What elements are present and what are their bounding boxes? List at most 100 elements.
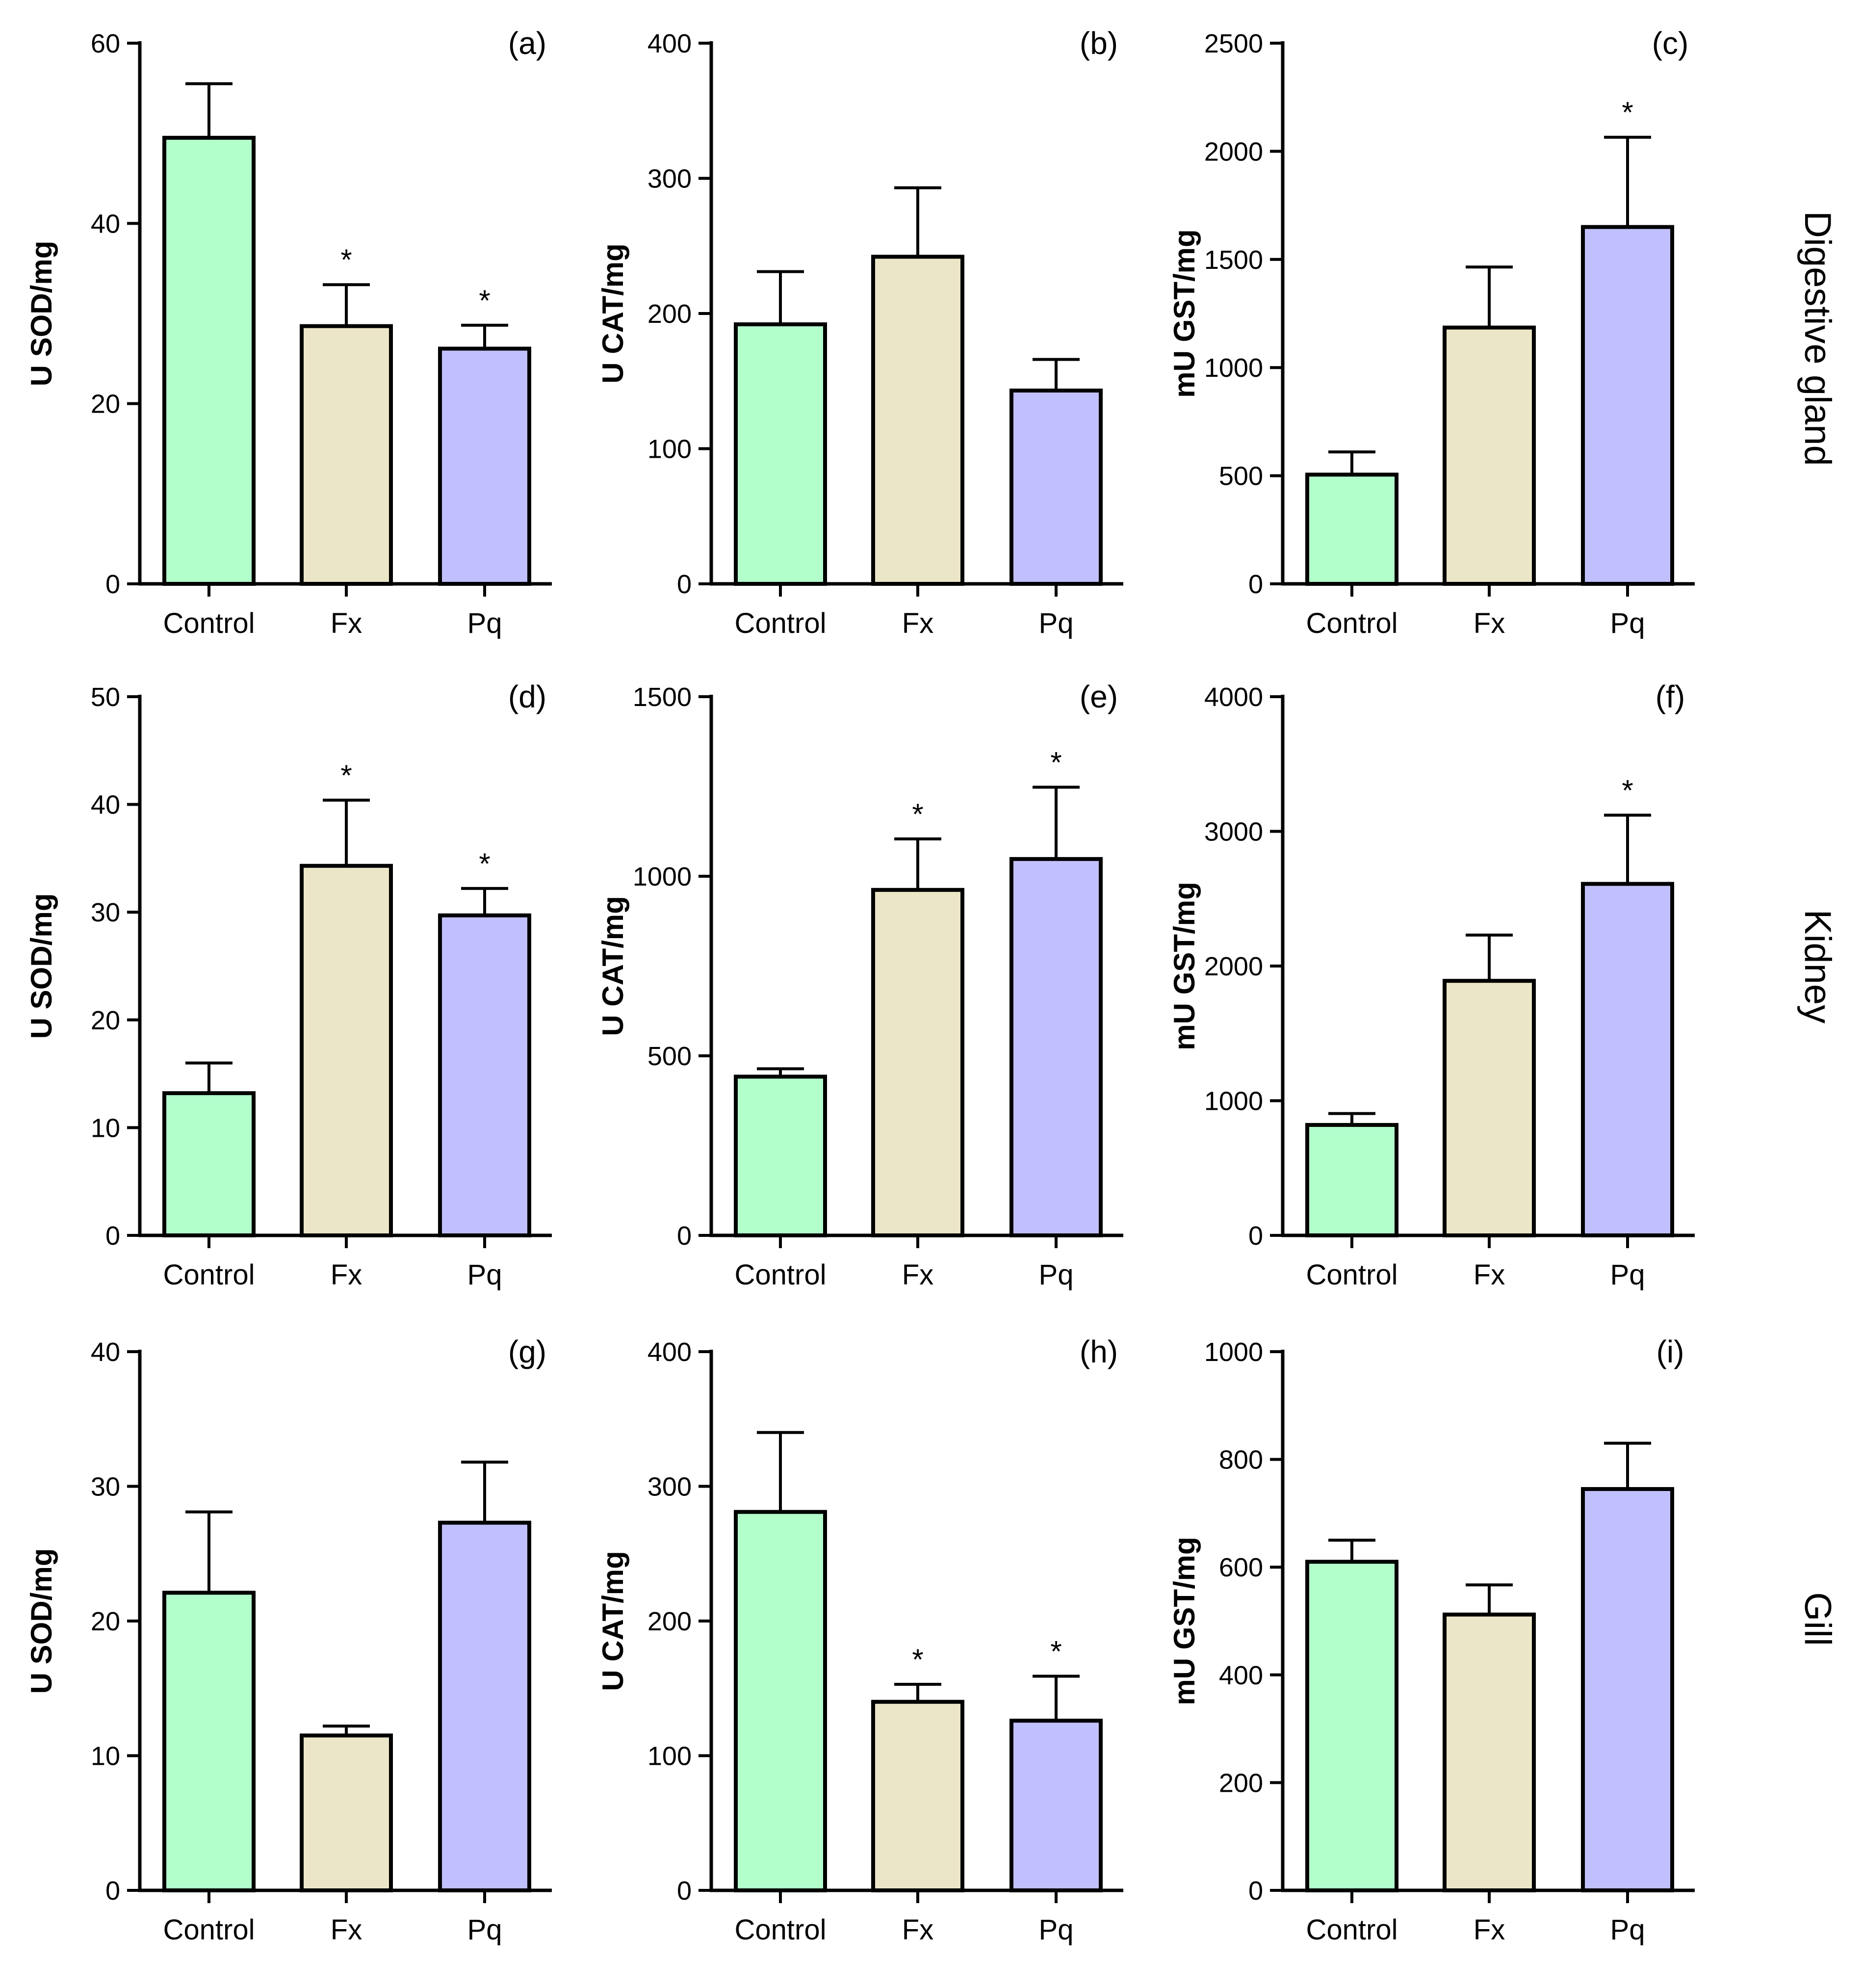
category-label: Pq xyxy=(1610,1259,1645,1291)
category-label: Pq xyxy=(1039,607,1074,639)
bar-control xyxy=(734,1074,827,1238)
y-axis-title: U CAT/mg xyxy=(596,243,629,384)
y-tick-label: 40 xyxy=(91,209,120,238)
panel-label: (d) xyxy=(508,679,546,714)
y-tick-label: 0 xyxy=(677,1876,692,1906)
bar-pq xyxy=(438,346,531,586)
panel-label: (g) xyxy=(508,1334,546,1369)
category-label: Control xyxy=(163,1914,255,1946)
y-tick-label: 1500 xyxy=(633,682,692,712)
y-tick-label: 3000 xyxy=(1204,817,1263,847)
significance-star: * xyxy=(340,243,352,276)
significance-star: * xyxy=(479,284,490,317)
y-tick-label: 2000 xyxy=(1204,137,1263,166)
bar-control xyxy=(1305,1123,1398,1237)
bar-pq xyxy=(1009,1719,1103,1892)
y-tick-label: 4000 xyxy=(1204,682,1263,712)
y-tick-label: 300 xyxy=(647,1472,692,1502)
y-tick-label: 60 xyxy=(91,29,120,58)
significance-star: * xyxy=(1050,1635,1061,1668)
y-tick-label: 40 xyxy=(91,790,120,820)
category-label: Control xyxy=(735,607,827,639)
category-label: Fx xyxy=(331,1914,362,1946)
significance-star: * xyxy=(912,798,923,831)
y-tick-label: 100 xyxy=(647,1742,692,1771)
bar-pq xyxy=(1581,882,1674,1238)
category-label: Pq xyxy=(1610,607,1645,639)
panel-label: (e) xyxy=(1080,679,1118,714)
y-tick-label: 200 xyxy=(647,1607,692,1636)
panel-c: 0 500 1000 1500 2000 2500 Control Fx Pq * mU GST/m… xyxy=(1168,26,1695,639)
category-label: Pq xyxy=(1039,1914,1074,1946)
panel-a: 0 20 40 60 Control Fx * Pq * U SOD/mg (a) xyxy=(25,26,552,639)
category-label: Pq xyxy=(467,607,502,639)
category-label: Pq xyxy=(1039,1259,1074,1291)
y-tick-label: 400 xyxy=(1219,1661,1263,1690)
bar-fx xyxy=(871,1700,964,1892)
panel-label: (h) xyxy=(1080,1334,1118,1369)
category-label: Control xyxy=(1306,1259,1398,1291)
category-label: Control xyxy=(163,1259,255,1291)
panel-b: 0 100 200 300 400 Control Fx Pq U CAT/mg (b) xyxy=(596,26,1123,639)
y-tick-label: 0 xyxy=(677,570,692,599)
y-tick-label: 40 xyxy=(91,1337,120,1367)
row-label: Kidney xyxy=(1797,910,1838,1023)
category-label: Fx xyxy=(331,1259,362,1291)
y-axis-title: U SOD/mg xyxy=(25,241,58,387)
bar-pq xyxy=(1009,389,1103,586)
y-tick-label: 2500 xyxy=(1204,29,1263,58)
bar-control xyxy=(1305,1560,1398,1892)
y-tick-label: 300 xyxy=(647,164,692,194)
bar-pq xyxy=(438,913,531,1237)
y-axis-title: U SOD/mg xyxy=(25,1548,58,1694)
category-label: Fx xyxy=(1474,1259,1505,1291)
y-axis-title: mU GST/mg xyxy=(1168,882,1201,1050)
category-label: Fx xyxy=(1474,607,1505,639)
bar-fx xyxy=(300,1733,393,1892)
y-tick-label: 200 xyxy=(647,299,692,329)
bar-control xyxy=(734,322,827,586)
y-tick-label: 0 xyxy=(105,1876,120,1906)
y-tick-label: 0 xyxy=(677,1221,692,1251)
y-axis-title: mU GST/mg xyxy=(1168,229,1201,397)
panel-f: 0 1000 2000 3000 4000 Control Fx Pq * mU GST/mg (f… xyxy=(1168,679,1695,1291)
panel-label: (a) xyxy=(508,26,546,61)
category-label: Pq xyxy=(467,1914,502,1946)
y-tick-label: 20 xyxy=(91,1607,120,1636)
bar-fx xyxy=(1443,325,1536,586)
panel-d: 0 10 20 30 40 50 Control Fx * Pq * U SOD/mg (d) xyxy=(25,679,552,1291)
row-label: Digestive gland xyxy=(1797,211,1838,466)
bar-control xyxy=(162,1591,256,1892)
category-label: Pq xyxy=(467,1259,502,1291)
category-label: Fx xyxy=(331,607,362,639)
y-tick-label: 1000 xyxy=(1204,1087,1263,1116)
bar-pq xyxy=(438,1520,531,1892)
category-label: Control xyxy=(1306,607,1398,639)
category-label: Fx xyxy=(902,607,933,639)
category-label: Fx xyxy=(1474,1914,1505,1946)
bar-fx xyxy=(300,863,393,1237)
significance-star: * xyxy=(912,1643,923,1676)
y-tick-label: 20 xyxy=(91,390,120,419)
category-label: Control xyxy=(1306,1914,1398,1946)
y-tick-label: 100 xyxy=(647,435,692,464)
category-label: Fx xyxy=(902,1914,933,1946)
category-label: Fx xyxy=(902,1259,933,1291)
category-label: Pq xyxy=(1610,1914,1645,1946)
bar-control xyxy=(734,1510,827,1892)
category-label: Control xyxy=(735,1259,827,1291)
y-tick-label: 0 xyxy=(105,570,120,599)
panel-h: 0 100 200 300 400 Control Fx * Pq * U CAT/mg (h) xyxy=(596,1334,1123,1946)
category-label: Control xyxy=(163,607,255,639)
y-tick-label: 0 xyxy=(105,1221,120,1251)
y-tick-label: 200 xyxy=(1219,1768,1263,1798)
panel-label: (c) xyxy=(1652,26,1689,61)
bar-control xyxy=(162,135,256,586)
y-axis-title: mU GST/mg xyxy=(1168,1537,1201,1705)
bar-pq xyxy=(1581,1487,1674,1892)
significance-star: * xyxy=(340,759,352,792)
y-tick-label: 1500 xyxy=(1204,245,1263,275)
y-tick-label: 0 xyxy=(1248,1221,1263,1251)
panel-label: (b) xyxy=(1080,26,1118,61)
